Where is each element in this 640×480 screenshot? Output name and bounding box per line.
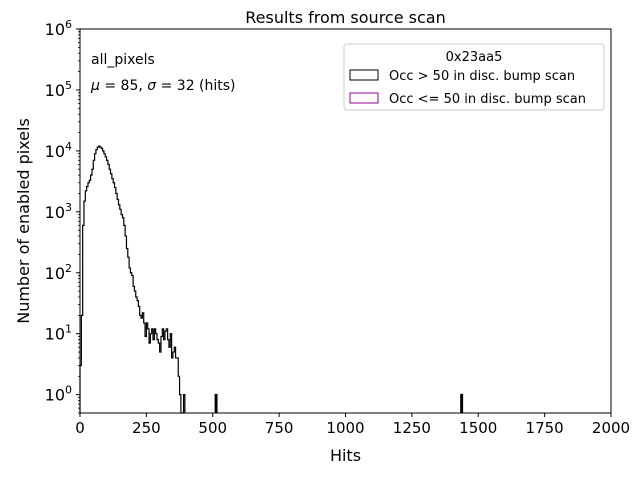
histogram-isolated-bin <box>460 393 464 413</box>
dataset-annotation: all_pixels <box>91 52 155 68</box>
x-axis: 0 250 500 750 1000 1250 1500 1750 2000 <box>75 413 630 437</box>
legend-box <box>343 43 605 111</box>
y-axis: 100 101 102 103 104 105 106 <box>45 18 80 414</box>
legend: 0x23aa5 Occ > 50 in disc. bump scan Occ … <box>343 43 605 111</box>
x-tick-label: 250 <box>132 419 161 437</box>
legend-swatch-occ-gt-50 <box>349 69 379 81</box>
legend-title: 0x23aa5 <box>446 50 503 65</box>
y-tick-label: 102 <box>45 262 72 283</box>
legend-swatch-occ-le-50 <box>349 92 379 104</box>
stats-annotation: μ = 85, σ = 32 (hits) <box>90 78 236 94</box>
y-tick-label: 104 <box>45 140 72 161</box>
mu-value: = 85, <box>100 78 147 94</box>
plot-layer <box>79 145 464 414</box>
legend-label-occ-le-50: Occ <= 50 in disc. bump scan <box>389 92 586 107</box>
x-tick-label: 1250 <box>393 419 431 437</box>
x-tick-label: 750 <box>265 419 294 437</box>
y-tick-label: 103 <box>45 201 72 222</box>
histogram-isolated-bin <box>214 393 218 413</box>
x-tick-label: 0 <box>75 419 85 437</box>
y-tick-label: 106 <box>45 18 72 39</box>
mu-symbol: μ <box>90 78 100 94</box>
legend-label-occ-gt-50: Occ > 50 in disc. bump scan <box>389 69 575 84</box>
histogram-series-line <box>79 145 186 414</box>
x-tick-label: 2000 <box>592 419 630 437</box>
y-tick-label: 101 <box>45 323 72 344</box>
y-tick-label: 100 <box>45 384 72 405</box>
sigma-value: = 32 (hits) <box>156 78 235 94</box>
x-axis-label: Hits <box>330 446 361 465</box>
x-tick-label: 1000 <box>326 419 364 437</box>
x-tick-label: 1500 <box>459 419 497 437</box>
x-tick-label: 1750 <box>526 419 564 437</box>
y-tick-label: 105 <box>45 79 72 100</box>
x-tick-label: 500 <box>198 419 227 437</box>
y-axis-label: Number of enabled pixels <box>14 118 33 324</box>
sigma-symbol: σ <box>147 78 157 94</box>
chart-title: Results from source scan <box>245 8 445 27</box>
